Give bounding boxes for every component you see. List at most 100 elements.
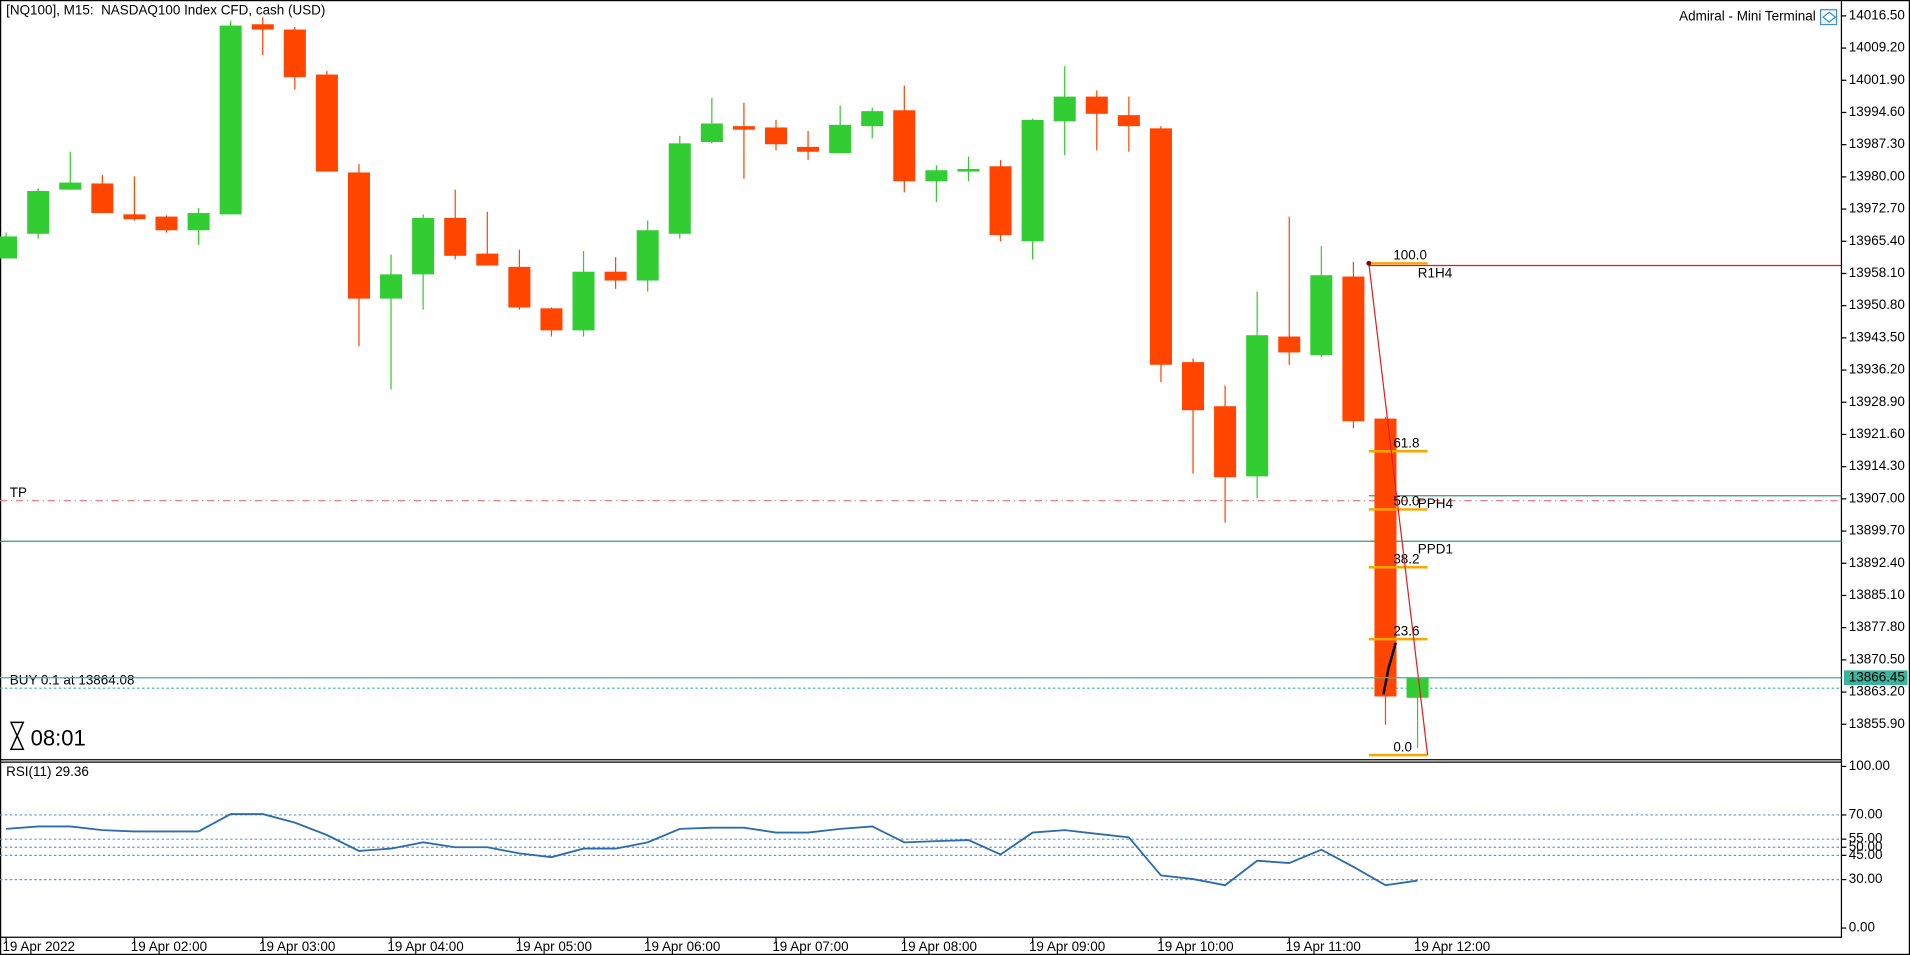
x-tick-label: 19 Apr 05:00 [516, 939, 592, 954]
candle-body [572, 271, 595, 331]
x-tick-label: 19 Apr 11:00 [1286, 939, 1361, 954]
y-tick-label: 13885.10 [1849, 587, 1905, 602]
candle-body [187, 213, 210, 231]
y-tick-label: 13907.00 [1849, 490, 1905, 505]
candle-body [764, 127, 788, 145]
candle-body [155, 216, 178, 231]
level-label: R1H4 [1418, 266, 1453, 281]
y-tick-label: 50.00 [1849, 839, 1883, 854]
candle-body [251, 24, 274, 30]
y-tick-label: 14001.90 [1849, 72, 1905, 87]
y-tick-label: 45.00 [1849, 847, 1883, 862]
fibo-label: 23.6 [1393, 623, 1419, 638]
y-tick-label: 13994.60 [1849, 104, 1905, 119]
y-tick-label: 13980.00 [1849, 168, 1905, 183]
x-tick-label: 19 Apr 02:00 [131, 939, 207, 954]
candle-body [123, 214, 146, 220]
candle-body [636, 230, 659, 281]
candle-body [1149, 128, 1172, 365]
y-tick-label: 13870.50 [1849, 651, 1905, 666]
y-tick-label: 13972.70 [1849, 201, 1905, 216]
candle-body [476, 253, 499, 266]
candle-body [59, 182, 82, 190]
candle-body [27, 190, 50, 234]
y-tick-label: 13987.30 [1849, 136, 1905, 151]
y-tick-label: 0.00 [1849, 920, 1875, 935]
candle-body [91, 183, 114, 214]
candle-body [508, 266, 531, 308]
chart-title: [NQ100], M15: NASDAQ100 Index CFD, cash … [6, 3, 325, 18]
drawing [1382, 642, 1397, 695]
level-label: TP [10, 485, 27, 500]
candle-body [1374, 418, 1397, 697]
y-tick-label: 13936.20 [1849, 362, 1905, 377]
candle-body [1406, 677, 1429, 698]
y-tick-label: 30.00 [1849, 871, 1883, 886]
y-tick-label: 13877.80 [1849, 619, 1905, 634]
candle-body [1085, 96, 1108, 114]
candle-body [0, 236, 18, 259]
candle-body [797, 146, 820, 152]
y-tick-label: 70.00 [1849, 806, 1883, 821]
candle-body [893, 110, 916, 182]
candle-body [1021, 119, 1044, 242]
rsi-title: RSI(11) 29.36 [6, 764, 89, 779]
candle-body [283, 29, 306, 78]
candle-body [829, 124, 852, 154]
fibo-label: 38.2 [1393, 551, 1419, 566]
y-tick-label: 13928.90 [1849, 394, 1905, 409]
candle-body [1342, 276, 1365, 422]
x-tick-label: 19 Apr 07:00 [772, 939, 848, 954]
order-label: BUY 0.1 at 13864.08 [10, 672, 135, 687]
candle-body [668, 143, 691, 234]
y-tick-label: 13899.70 [1849, 523, 1905, 538]
terminal-icon [1820, 9, 1838, 26]
candle-body [861, 111, 884, 127]
candle-body [957, 168, 980, 172]
candle-body [1310, 275, 1333, 356]
y-tick-label: 13914.30 [1849, 458, 1905, 473]
candle-body [1278, 336, 1301, 353]
y-tick-label: 13921.60 [1849, 426, 1905, 441]
candle-body [700, 123, 723, 143]
x-tick-label: 19 Apr 04:00 [387, 939, 463, 954]
y-tick-label: 13965.40 [1849, 233, 1905, 248]
y-tick-label: 14009.20 [1849, 40, 1905, 55]
y-tick-label: 13855.90 [1849, 716, 1905, 731]
bid-label: 13866.45 [1849, 669, 1905, 684]
bid-box [1843, 670, 1908, 686]
candle-body [1246, 335, 1269, 477]
fibo-anchor [1366, 260, 1372, 266]
x-tick-label: 19 Apr 10:00 [1157, 939, 1233, 954]
candle-body [925, 170, 948, 182]
fibo-label: 100.0 [1393, 248, 1427, 263]
candle-body [604, 271, 627, 281]
candle-body [540, 308, 563, 331]
candle-body [1214, 406, 1237, 478]
candle-body [412, 217, 435, 275]
candle-body [1053, 96, 1076, 122]
rsi-line [6, 813, 1418, 887]
y-tick-label: 13863.20 [1849, 684, 1905, 699]
y-tick-label: 13943.50 [1849, 329, 1905, 344]
x-tick-label: 19 Apr 06:00 [644, 939, 720, 954]
candle-body [219, 25, 242, 215]
terminal-label: Admiral - Mini Terminal [1679, 9, 1816, 24]
y-tick-label: 13892.40 [1849, 555, 1905, 570]
fibo-label: 50.0 [1393, 494, 1419, 509]
candle-body [380, 274, 403, 299]
candle-body [1117, 115, 1140, 127]
hourglass-icon [9, 721, 25, 751]
candle-body [347, 172, 371, 299]
candle-body [1181, 362, 1205, 411]
fibo-label: 61.8 [1393, 435, 1419, 450]
y-tick-label: 100.00 [1849, 758, 1890, 773]
level-label: PPH4 [1418, 496, 1454, 511]
candle-body [444, 217, 467, 256]
candle-body [315, 74, 338, 172]
timer: 08:01 [31, 725, 86, 750]
